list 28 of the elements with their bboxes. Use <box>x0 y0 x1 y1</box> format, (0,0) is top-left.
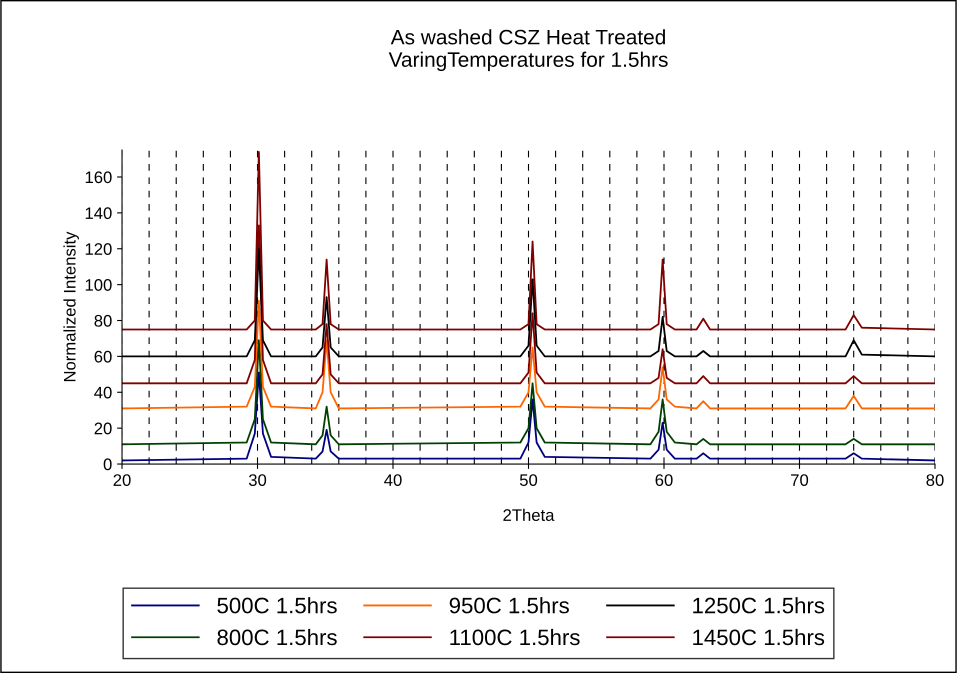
chart-title: As washed CSZ Heat Treated VaringTemperatures for 1.5hrs <box>388 29 668 72</box>
line-series <box>122 372 935 462</box>
x-axis-title: 2Theta <box>503 508 554 521</box>
legend-label: 1100C 1.5hrs <box>450 628 580 646</box>
x-tick-label: 30 <box>248 474 266 486</box>
y-tick-label: 0 <box>104 458 112 470</box>
legend-label: 950C 1.5hrs <box>450 597 569 614</box>
y-tick-label: 100 <box>86 279 112 291</box>
y-tick-label: 60 <box>94 350 112 363</box>
x-tick-label: 60 <box>656 474 673 486</box>
x-tick-label: 20 <box>114 474 131 486</box>
x-tick-label: 40 <box>384 474 402 486</box>
y-tick-label: 120 <box>86 243 112 255</box>
legend-label: 800C 1.5hrs <box>217 628 337 646</box>
y-tick-label: 40 <box>94 386 112 398</box>
line-series <box>122 339 935 446</box>
y-tick-label: 140 <box>86 207 112 220</box>
legend-label: 500C 1.5hrs <box>217 597 337 614</box>
y-tick-label: 20 <box>94 422 112 434</box>
y-axis-title: Normalized Intensity <box>63 232 79 382</box>
x-tick-label: 80 <box>926 474 944 486</box>
x-tick-label: 50 <box>520 474 538 486</box>
legend-label: 1450C 1.5hrs <box>693 628 824 646</box>
x-tick-label: 70 <box>791 474 808 486</box>
line-series <box>122 300 935 410</box>
y-tick-label: 160 <box>86 171 112 184</box>
y-tick-label: 80 <box>94 314 112 327</box>
legend-label: 1250C 1.5hrs <box>693 597 824 614</box>
